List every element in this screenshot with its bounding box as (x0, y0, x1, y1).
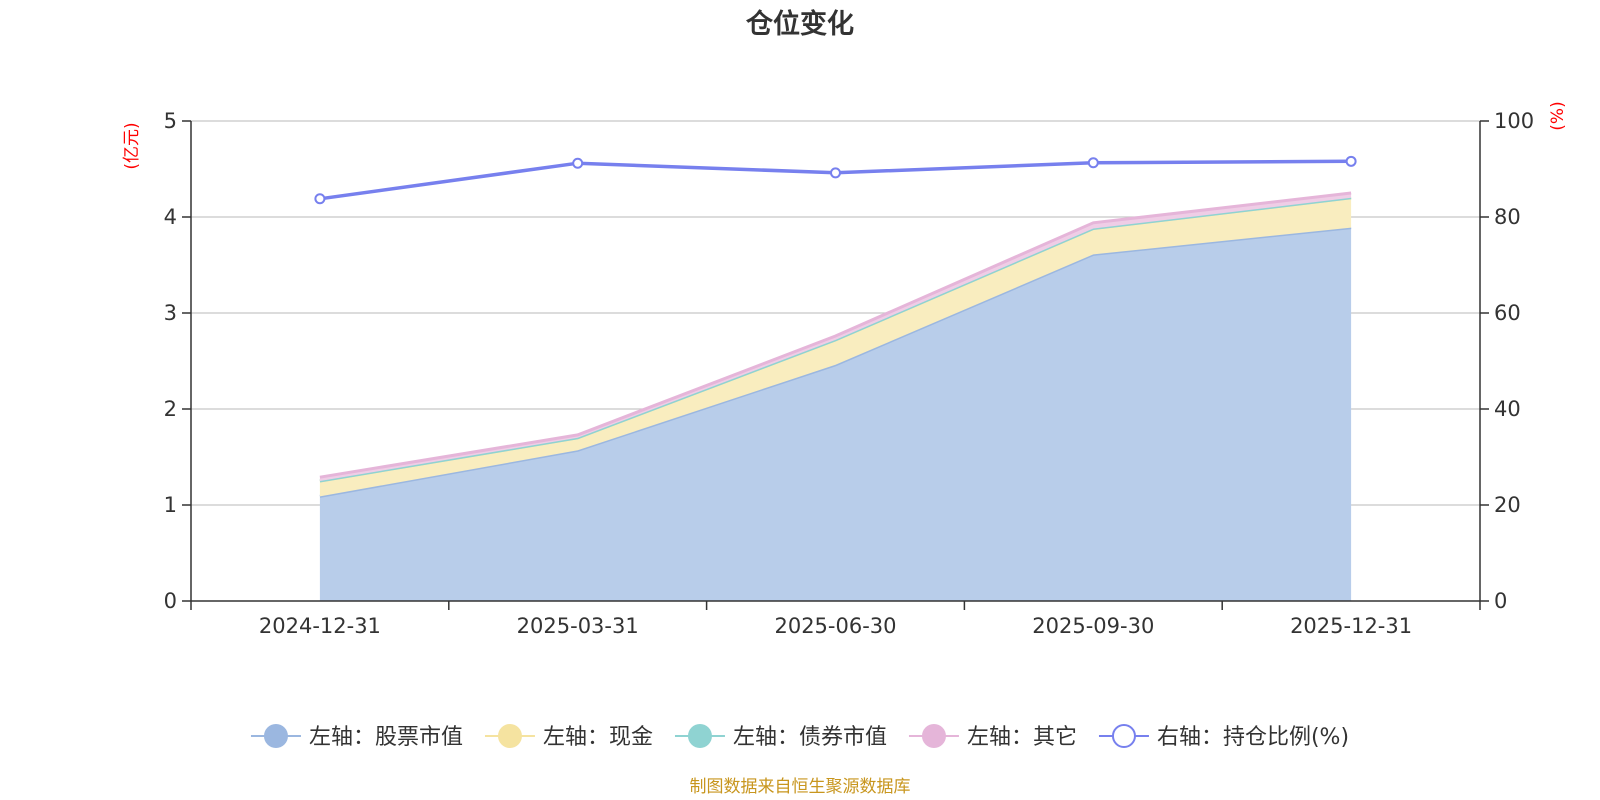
right-tick-label: 60 (1494, 301, 1521, 325)
holding-ratio-point (1087, 157, 1099, 169)
left-axis-unit: (亿元) (122, 122, 142, 169)
holding-ratio-polyline (319, 159, 1352, 201)
legend-item: 右轴：持仓比例(%) (1098, 724, 1349, 750)
right-tick-label: 20 (1494, 493, 1521, 517)
chart-title: 仓位变化 (745, 8, 854, 40)
right-tick-label: 80 (1494, 205, 1521, 229)
left-tick-label: 1 (164, 493, 177, 517)
x-tick-label: 2024-12-31 (259, 614, 381, 638)
holding-ratio-point (830, 167, 841, 179)
legend-label: 左轴：债券市值 (733, 725, 887, 750)
holding-ratio-line (314, 155, 1357, 205)
legend-item: 左轴：现金 (484, 724, 653, 750)
right-tick-label: 40 (1494, 397, 1521, 421)
legend-circle-icon (1111, 724, 1136, 748)
left-tick-label: 2 (164, 397, 177, 421)
legend-circle-icon (263, 724, 288, 748)
right-tick-label: 0 (1494, 589, 1507, 613)
left-tick-label: 4 (164, 205, 177, 229)
x-tick-label: 2025-03-31 (517, 614, 639, 638)
legend-circle-icon (921, 724, 946, 748)
left-tick-label: 3 (164, 301, 177, 325)
legend-label: 左轴：现金 (543, 725, 653, 750)
legend-label: 左轴：股票市值 (309, 725, 463, 750)
area-左轴：现金 (319, 197, 1352, 497)
area-左轴：股票市值 (319, 227, 1352, 601)
data-source-note: 制图数据来自恒生聚源数据库 (690, 777, 911, 797)
left-tick-label: 0 (164, 589, 177, 613)
left-tick-label: 5 (164, 109, 177, 133)
legend-label: 左轴：其它 (967, 725, 1077, 750)
x-tick-label: 2025-09-30 (1032, 614, 1154, 638)
legend: 左轴：股票市值 左轴：现金 左轴：债券市值 左轴：其它 右轴：持仓比例(%) (250, 724, 1349, 750)
legend-label: 右轴：持仓比例(%) (1157, 725, 1349, 750)
axes: 0 1 2 3 4 5 0 20 40 60 80 100 2024-12-31 2025-03-31 20… (164, 109, 1534, 638)
legend-item: 左轴：债券市值 (674, 724, 887, 750)
legend-item: 左轴：股票市值 (250, 724, 463, 750)
legend-item: 左轴：其它 (908, 724, 1077, 750)
x-tick-label: 2025-06-30 (774, 614, 896, 638)
holding-ratio-point (314, 193, 326, 205)
stacked-areas (319, 191, 1352, 601)
right-tick-label: 100 (1494, 109, 1534, 133)
legend-circle-icon (497, 724, 522, 748)
legend-circle-icon (687, 724, 712, 748)
right-axis-unit: (%) (1548, 101, 1568, 130)
holding-ratio-point (1345, 155, 1357, 167)
holding-ratio-point (572, 157, 584, 169)
x-tick-label: 2025-12-31 (1290, 614, 1412, 638)
area-edge-左轴：其它 (319, 191, 1352, 479)
